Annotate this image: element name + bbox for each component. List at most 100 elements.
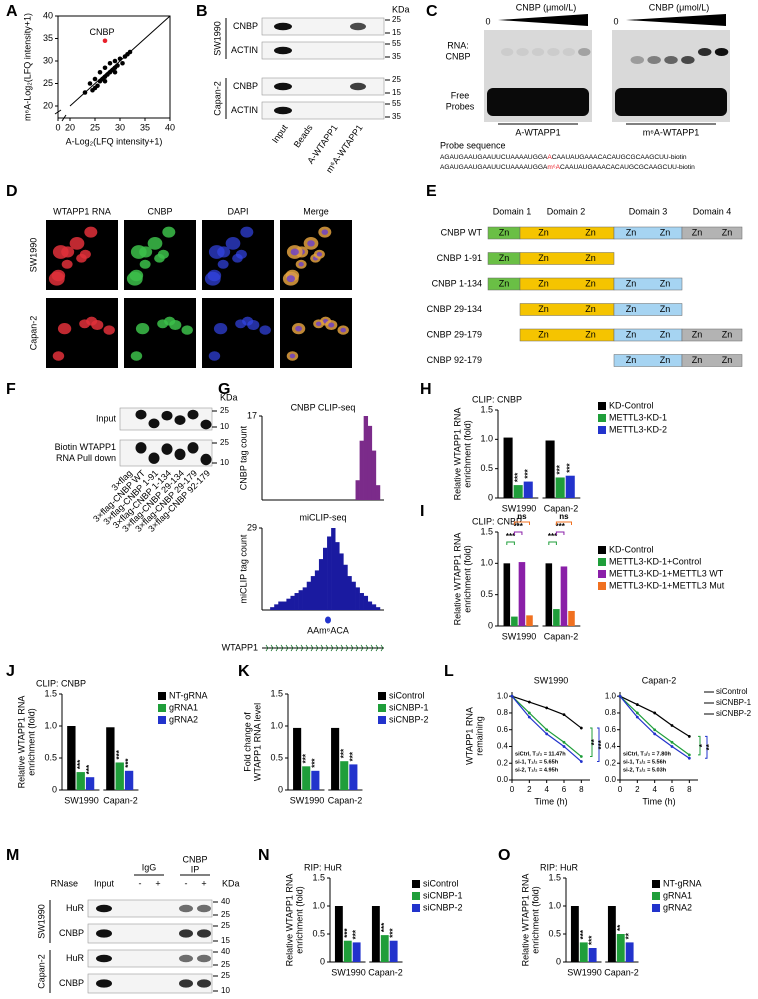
y-tick-label: 0.5 bbox=[270, 752, 283, 762]
legend-label: siCNBP-1 bbox=[389, 702, 429, 712]
panel-label: F bbox=[6, 381, 16, 398]
bracket-label: *** bbox=[555, 522, 565, 531]
coverage-bar bbox=[310, 576, 316, 610]
unit-label: KDa bbox=[220, 392, 238, 402]
zn-label: Zn bbox=[660, 355, 671, 365]
x-tick-label: 30 bbox=[115, 122, 125, 132]
y-tick-label: 0.5 bbox=[44, 752, 57, 762]
x-tick-label: Capan-2 bbox=[328, 795, 363, 805]
y-tick-label: 30 bbox=[43, 55, 53, 65]
band bbox=[274, 22, 292, 31]
construct-name: CNBP 1-134 bbox=[432, 278, 482, 288]
y-tick-label: 40 bbox=[43, 10, 53, 20]
y-tick-label: 1.5 bbox=[480, 404, 493, 414]
zn-label: Zn bbox=[660, 304, 671, 314]
point bbox=[92, 76, 98, 82]
legend-swatch bbox=[598, 402, 606, 410]
row-label: Capan-2 bbox=[28, 316, 38, 351]
y-axis-label: Relative WTAPP1 RNA bbox=[452, 533, 462, 626]
coverage-bar bbox=[270, 607, 275, 610]
bracket bbox=[513, 521, 530, 525]
cell bbox=[181, 325, 193, 335]
gel-title: CNBP (μmol/L) bbox=[516, 2, 577, 12]
y-axis-label: CNBP tag count bbox=[238, 425, 248, 490]
zn-label: Zn bbox=[499, 278, 510, 288]
coverage-bar bbox=[274, 604, 279, 610]
shift-band bbox=[697, 48, 712, 56]
point bbox=[112, 69, 118, 75]
shift-band bbox=[714, 48, 729, 56]
y-axis-label: Relative WTAPP1 RNA bbox=[284, 874, 294, 967]
strand-mark bbox=[365, 644, 369, 652]
legend-swatch bbox=[378, 704, 386, 712]
band bbox=[148, 452, 160, 464]
cell-line-label: SW1990 bbox=[36, 904, 46, 939]
gel-name: A-WTAPP1 bbox=[515, 127, 560, 137]
y-tick-label: 1.5 bbox=[312, 872, 325, 882]
blot bbox=[261, 77, 385, 96]
domain-box bbox=[613, 303, 683, 316]
bar bbox=[76, 772, 85, 790]
cell bbox=[57, 322, 72, 335]
column-label: Merge bbox=[303, 206, 329, 216]
domain-box bbox=[681, 226, 743, 240]
bar bbox=[503, 437, 513, 498]
shift-band bbox=[516, 48, 529, 56]
coverage-bar bbox=[286, 598, 291, 610]
domain-box bbox=[519, 303, 615, 316]
x-tick-label: 6 bbox=[562, 785, 567, 794]
concentration-start: 0 bbox=[613, 16, 618, 26]
bracket bbox=[506, 541, 515, 545]
bar bbox=[570, 906, 579, 962]
zn-label: Zn bbox=[585, 227, 596, 237]
y-tick-label: 35 bbox=[43, 33, 53, 43]
nucleus bbox=[290, 248, 299, 256]
bar bbox=[545, 440, 555, 498]
legend-label: gRNA1 bbox=[663, 890, 692, 900]
band bbox=[197, 929, 211, 938]
coverage-bar bbox=[294, 593, 299, 610]
y-tick-label: 0 bbox=[488, 492, 493, 502]
bar bbox=[607, 906, 616, 962]
panel-label: G bbox=[218, 381, 230, 398]
strand-mark bbox=[265, 644, 269, 652]
band bbox=[96, 979, 112, 988]
panel-label: K bbox=[238, 663, 250, 680]
x-tick-label: SW1990 bbox=[567, 967, 602, 977]
cell bbox=[52, 351, 65, 361]
half-life: si-2, T₁/₂ = 5.03h bbox=[623, 767, 667, 773]
coverage-bar bbox=[351, 581, 356, 610]
x-tick-label: 4 bbox=[652, 785, 657, 794]
y-tick-label: 0.0 bbox=[497, 775, 509, 784]
bar bbox=[293, 727, 302, 790]
domain-box bbox=[613, 277, 683, 291]
band bbox=[179, 979, 193, 988]
legend-label: siCNBP-2 bbox=[389, 714, 429, 724]
domain-label: Domain 1 bbox=[493, 206, 532, 216]
cell bbox=[208, 351, 221, 361]
strand-mark bbox=[340, 644, 344, 652]
panel-label: A bbox=[6, 3, 18, 20]
column-label: DAPI bbox=[227, 206, 248, 216]
track-title: miCLIP-seq bbox=[299, 512, 346, 522]
band bbox=[200, 419, 212, 430]
marker-label: 25 bbox=[221, 960, 230, 969]
band bbox=[274, 46, 292, 55]
band bbox=[197, 979, 211, 988]
significance: ** bbox=[590, 738, 599, 745]
cell bbox=[162, 226, 176, 238]
bar bbox=[340, 761, 349, 790]
x-tick-label: SW1990 bbox=[502, 631, 537, 641]
cell bbox=[130, 351, 143, 361]
coverage-bar bbox=[355, 480, 360, 500]
zn-label: Zn bbox=[660, 227, 671, 237]
domain-box bbox=[613, 354, 683, 367]
marker-label: 15 bbox=[392, 88, 401, 97]
legend-label: NT-gRNA bbox=[663, 878, 702, 888]
significance: *** bbox=[85, 764, 94, 774]
rnase-sign: - bbox=[185, 878, 188, 888]
marker-label: 25 bbox=[392, 75, 401, 84]
y-tick-label: 0 bbox=[278, 784, 283, 794]
point bbox=[579, 726, 583, 730]
y-tick-label: 0 bbox=[556, 956, 561, 966]
